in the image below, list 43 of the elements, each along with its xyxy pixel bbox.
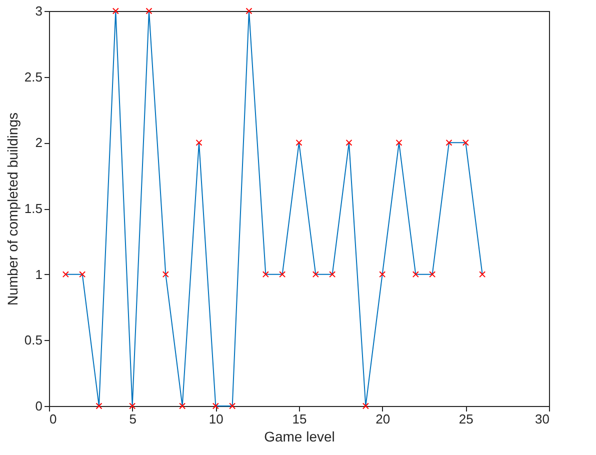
point xyxy=(96,402,102,410)
point xyxy=(279,271,286,278)
x-tick-label: 0 xyxy=(50,412,57,426)
point xyxy=(312,271,319,278)
point xyxy=(262,271,269,278)
x-tick-label: 30 xyxy=(535,412,550,426)
line-series xyxy=(65,10,483,406)
point xyxy=(179,402,186,410)
y-tick-label: 3 xyxy=(35,4,42,18)
x-tick-label: 20 xyxy=(376,412,390,426)
point xyxy=(196,139,202,146)
point xyxy=(246,8,252,14)
x-tick-label: 15 xyxy=(292,412,307,426)
point xyxy=(146,8,152,14)
point xyxy=(79,271,86,278)
y-tick-label: 2.5 xyxy=(24,69,42,84)
y-tick-label: 1 xyxy=(35,266,42,282)
point xyxy=(296,139,302,146)
point xyxy=(62,271,69,278)
y-tick-label: 2 xyxy=(35,135,42,150)
x-tick-label: 10 xyxy=(208,412,224,426)
point xyxy=(362,402,369,410)
point xyxy=(112,8,119,14)
point xyxy=(229,402,236,410)
y-tick-label: 0 xyxy=(35,398,42,414)
point xyxy=(162,271,169,278)
point xyxy=(429,271,436,278)
x-axis-title: Game level xyxy=(264,428,335,444)
point xyxy=(212,402,219,410)
y-tick-label: 1.5 xyxy=(24,201,42,216)
point xyxy=(346,139,352,146)
point xyxy=(446,139,452,146)
y-axis-title: Number of completed buildings xyxy=(4,112,20,306)
x-tick-label: 5 xyxy=(129,412,136,426)
point xyxy=(379,271,386,278)
point xyxy=(329,271,336,278)
point xyxy=(412,271,419,278)
point xyxy=(462,139,469,146)
point xyxy=(129,402,136,410)
y-tick-label: 0.5 xyxy=(24,332,42,348)
x-tick-label: 25 xyxy=(458,412,474,426)
point xyxy=(396,139,402,146)
point xyxy=(479,271,486,278)
